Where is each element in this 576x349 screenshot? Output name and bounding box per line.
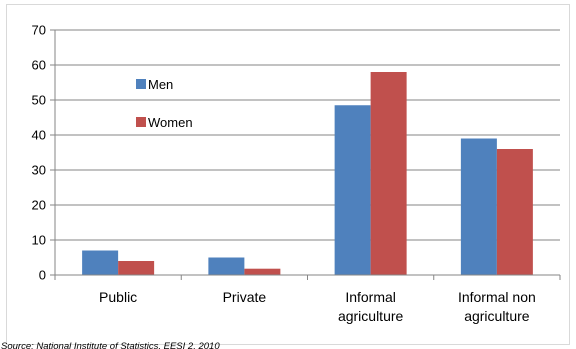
x-category-label: agriculture bbox=[338, 308, 404, 324]
bar-men bbox=[334, 105, 371, 275]
bar-women bbox=[370, 72, 407, 275]
chart-border bbox=[6, 4, 570, 345]
source-note: Source: National Institute of Statistics… bbox=[1, 341, 220, 349]
y-tick-label: 20 bbox=[32, 198, 46, 213]
x-category-label: Informal bbox=[345, 289, 396, 305]
y-tick-label: 30 bbox=[32, 163, 46, 178]
y-tick-label: 60 bbox=[32, 58, 46, 73]
bar-men bbox=[82, 250, 119, 275]
bar-men bbox=[208, 257, 245, 275]
bar-women bbox=[244, 268, 281, 275]
legend-swatch-women bbox=[136, 117, 146, 127]
legend-swatch-men bbox=[136, 79, 146, 89]
y-tick-label: 40 bbox=[32, 128, 46, 143]
x-category-label: Informal non bbox=[458, 289, 536, 305]
y-tick-label: 10 bbox=[32, 233, 46, 248]
x-category-label: agriculture bbox=[464, 308, 530, 324]
legend: Men Women bbox=[136, 77, 193, 130]
legend-label-men: Men bbox=[148, 77, 173, 92]
x-category-label: Public bbox=[99, 289, 137, 305]
x-category-label: Private bbox=[223, 289, 267, 305]
axes: 0 10 20 30 40 50 60 70 Public Private Informal agri… bbox=[32, 23, 561, 324]
y-tick-label: 50 bbox=[32, 93, 46, 108]
bar-women bbox=[118, 261, 155, 275]
legend-label-women: Women bbox=[148, 115, 193, 130]
y-tick-label: 0 bbox=[39, 268, 46, 283]
bar-women bbox=[496, 149, 533, 275]
bar-men bbox=[460, 138, 497, 275]
y-tick-label: 70 bbox=[32, 23, 46, 38]
bars bbox=[82, 72, 533, 275]
